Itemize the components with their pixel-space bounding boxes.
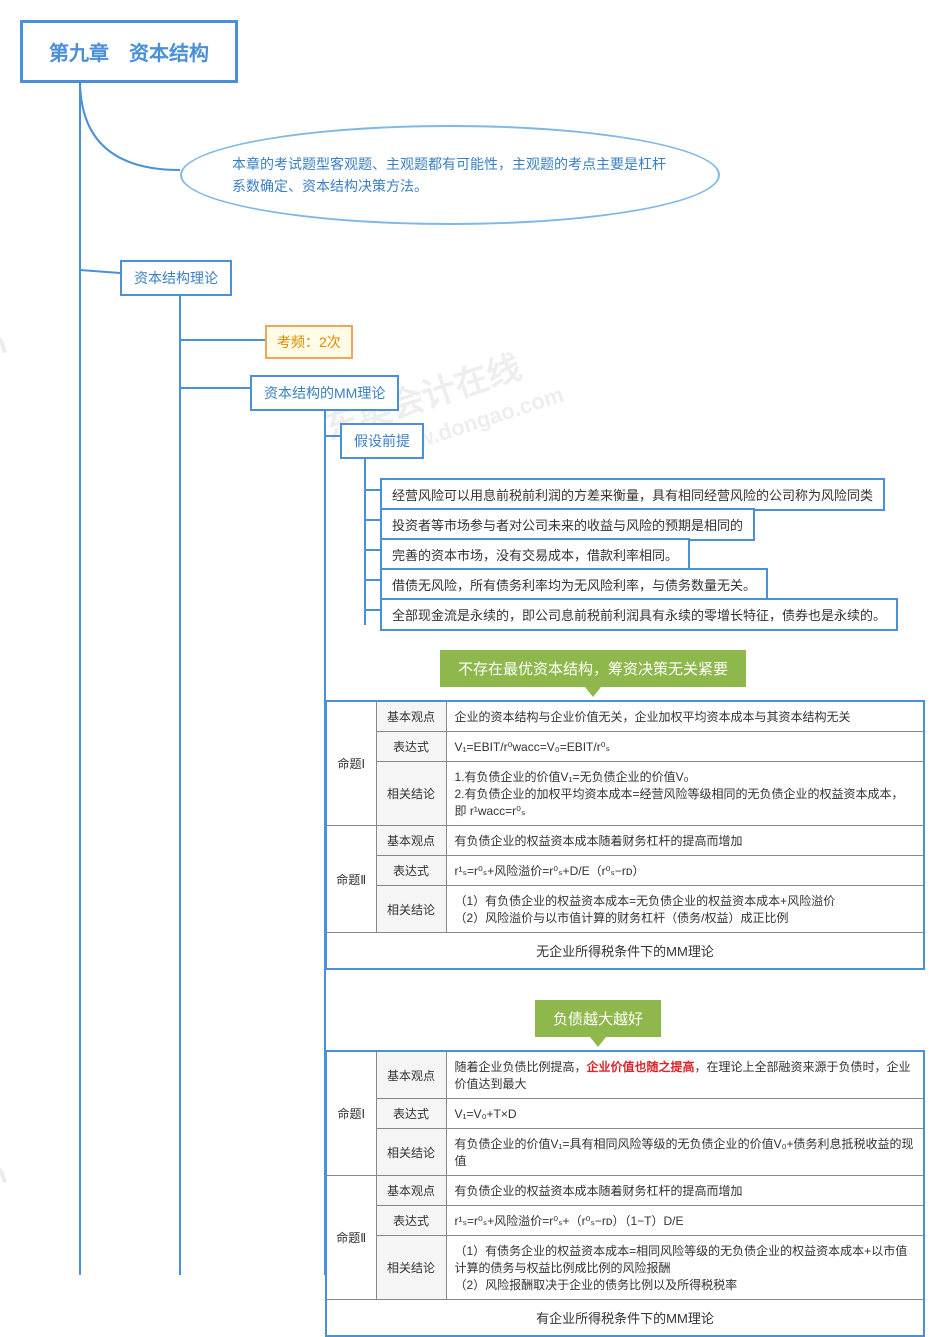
table-with-tax: 命题Ⅰ基本观点随着企业负债比例提高，企业价值也随之提高，在理论上全部融资来源于负…	[325, 1050, 925, 1337]
sub-header: 表达式	[376, 1099, 446, 1129]
sub-header: 基本观点	[376, 826, 446, 856]
cell-content: 1.有负债企业的价值V₁=无负债企业的价值V₀2.有负债企业的加权平均资本成本=…	[446, 762, 924, 826]
row-header: 命题Ⅰ	[326, 1051, 376, 1176]
cell-content: 随着企业负债比例提高，企业价值也随之提高，在理论上全部融资来源于负债时，企业价值…	[446, 1051, 924, 1099]
highlight-text: 企业价值也随之提高	[587, 1060, 695, 1074]
green-note-1: 不存在最优资本结构，筹资决策无关紧要	[440, 650, 746, 687]
watermark: m	[0, 327, 11, 368]
chapter-title: 第九章 资本结构	[20, 20, 238, 83]
cell-content: 有负债企业的权益资本成本随着财务杠杆的提高而增加	[446, 1176, 924, 1206]
cell-content: （1）有负债企业的权益资本成本=无负债企业的权益资本成本+风险溢价（2）风险溢价…	[446, 886, 924, 933]
premise-item: 全部现金流是永续的，即公司息前税前利润具有永续的零增长特征，债券也是永续的。	[380, 598, 898, 631]
row-header: 命题Ⅰ	[326, 701, 376, 826]
sub-header: 表达式	[376, 732, 446, 762]
sub-header: 相关结论	[376, 1236, 446, 1300]
cell-content: 有负债企业的价值V₁=具有相同风险等级的无负债企业的价值V₀+债务利息抵税收益的…	[446, 1129, 924, 1176]
cell-content: 有负债企业的权益资本成本随着财务杠杆的提高而增加	[446, 826, 924, 856]
sub-header: 相关结论	[376, 762, 446, 826]
sub-header: 相关结论	[376, 886, 446, 933]
table-no-tax: 命题Ⅰ基本观点企业的资本结构与企业价值无关，企业加权平均资本成本与其资本结构无关…	[325, 700, 925, 970]
premise-item: 完善的资本市场，没有交易成本，借款利率相同。	[380, 538, 690, 571]
cell-content: （1）有债务企业的权益资本成本=相同风险等级的无负债企业的权益资本成本+以市值计…	[446, 1236, 924, 1300]
cell-content: V₁=V₀+T×D	[446, 1099, 924, 1129]
cell-content: r¹ₛ=r⁰ₛ+风险溢价=r⁰ₛ+（r⁰ₛ−rᴅ）（1−T）D/E	[446, 1206, 924, 1236]
table-caption: 有企业所得税条件下的MM理论	[326, 1300, 924, 1337]
sub-header: 表达式	[376, 856, 446, 886]
sub-header: 相关结论	[376, 1129, 446, 1176]
branch-theory: 资本结构理论	[120, 260, 232, 296]
cell-content: 企业的资本结构与企业价值无关，企业加权平均资本成本与其资本结构无关	[446, 701, 924, 732]
summary-text: 本章的考试题型客观题、主观题都有可能性，主观题的考点主要是杠杆系数确定、资本结构…	[232, 153, 668, 198]
cell-content: V₁=EBIT/r⁰wacc=V₀=EBIT/r⁰ₛ	[446, 732, 924, 762]
premise-item: 经营风险可以用息前税前利润的方差来衡量，具有相同经营风险的公司称为风险同类	[380, 478, 885, 511]
freq-tag: 考频：2次	[265, 325, 353, 359]
cell-content: r¹ₛ=r⁰ₛ+风险溢价=r⁰ₛ+D/E（r⁰ₛ−rᴅ）	[446, 856, 924, 886]
row-header: 命题Ⅱ	[326, 826, 376, 933]
summary-ellipse: 本章的考试题型客观题、主观题都有可能性，主观题的考点主要是杠杆系数确定、资本结构…	[180, 125, 720, 225]
sub-header: 基本观点	[376, 1176, 446, 1206]
sub-header: 表达式	[376, 1206, 446, 1236]
table-caption: 无企业所得税条件下的MM理论	[326, 933, 924, 970]
green-note-2: 负债越大越好	[535, 1000, 661, 1037]
row-header: 命题Ⅱ	[326, 1176, 376, 1300]
sub-header: 基本观点	[376, 1051, 446, 1099]
watermark: m	[0, 1157, 11, 1198]
mm-theory-node: 资本结构的MM理论	[250, 375, 399, 411]
premise-item: 借债无风险，所有债务利率均为无风险利率，与债务数量无关。	[380, 568, 768, 601]
premise-item: 投资者等市场参与者对公司未来的收益与风险的预期是相同的	[380, 508, 755, 541]
sub-header: 基本观点	[376, 701, 446, 732]
premise-label: 假设前提	[340, 423, 424, 459]
